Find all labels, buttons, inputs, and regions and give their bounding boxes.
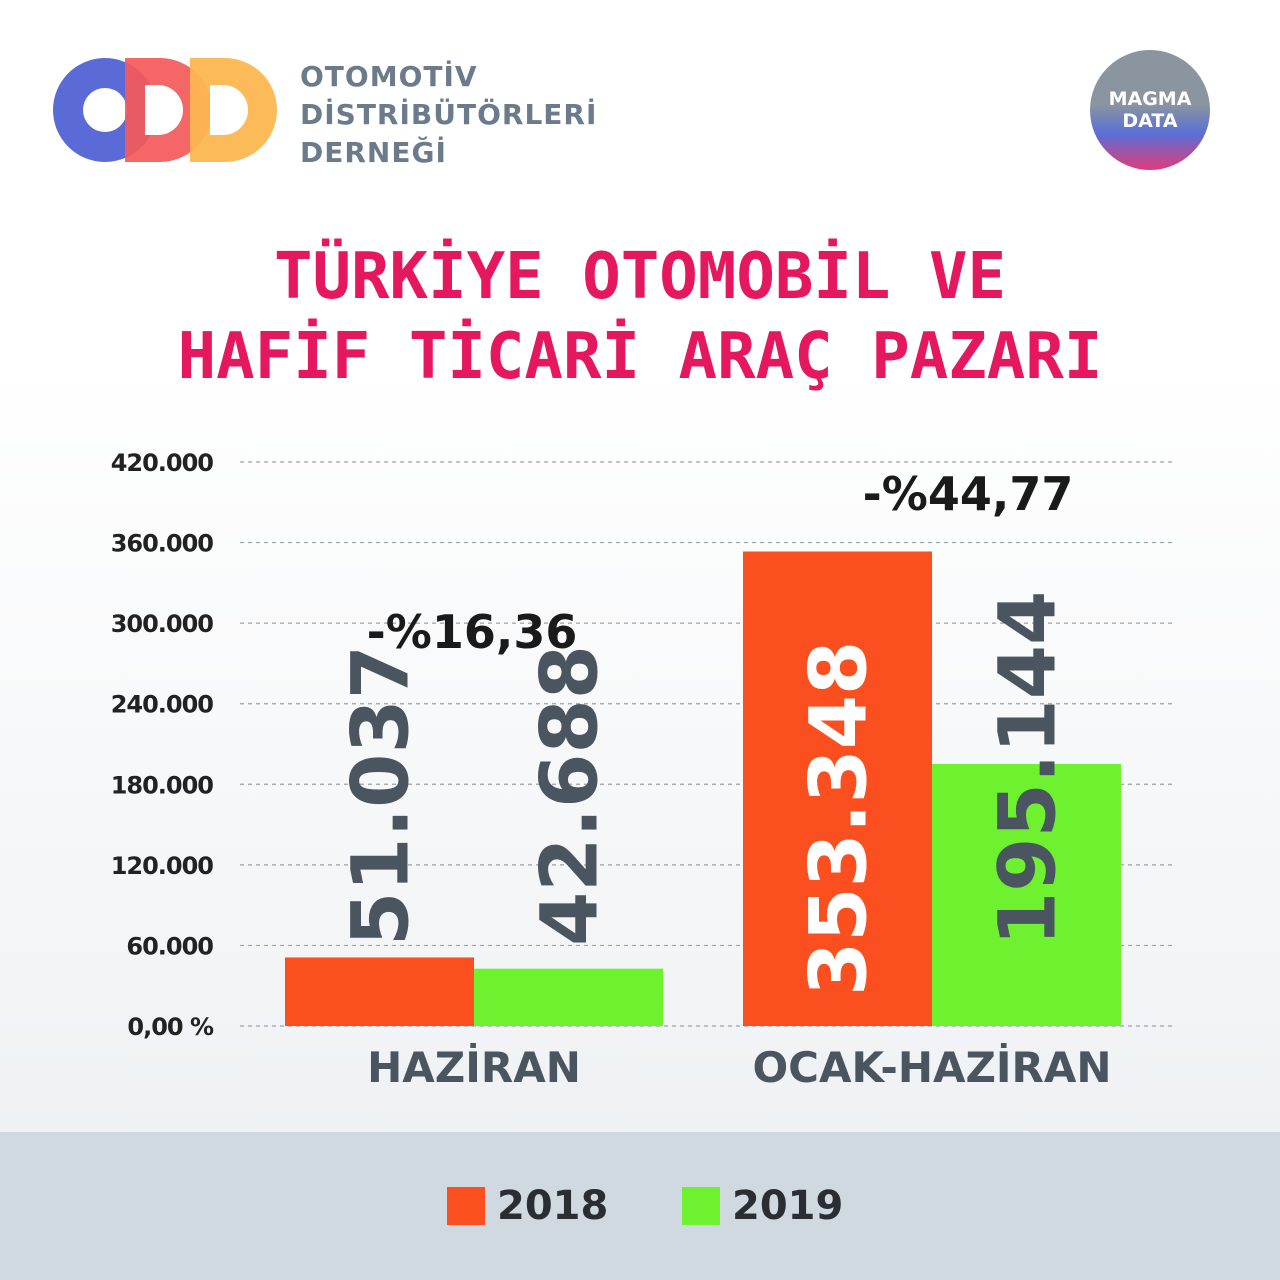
y-tick-label: 180.000 (111, 771, 214, 799)
legend-swatch-2019 (682, 1187, 720, 1225)
y-tick-label: 360.000 (111, 530, 214, 558)
chart-title-line-2: HAFİF TİCARİ ARAÇ PAZARI (177, 320, 1103, 394)
legend-item-2019: 2019 (682, 1183, 844, 1229)
data-label: 195.144 (984, 591, 1074, 946)
data-label: 51.037 (337, 645, 427, 946)
bar-chart: 0,00 % 60.000 120.000 180.000 240.000 300.000… (111, 449, 1175, 1092)
bar-2019-haziran (474, 968, 663, 1026)
organization-name: OTOMOTİV DİSTRİBÜTÖRLERİ DERNEĞİ (300, 58, 597, 172)
legend-label-2018: 2018 (497, 1183, 609, 1229)
legend-item-2018: 2018 (447, 1183, 609, 1229)
badge-line-1: MAGMA (1108, 88, 1192, 110)
bar-2018-ocak-haziran (743, 551, 932, 1026)
legend-swatch-2018 (447, 1187, 485, 1225)
x-tick-label: OCAK-HAZİRAN (752, 1042, 1111, 1092)
change-label-ocak-haziran: -%44,77 (863, 467, 1074, 521)
change-label-haziran: -%16,36 (367, 605, 578, 659)
data-label: 353.348 (795, 641, 885, 996)
y-tick-label: 0,00 % (127, 1013, 214, 1041)
bar-2018-haziran (285, 957, 474, 1026)
y-tick-label: 420.000 (111, 449, 214, 477)
magma-data-badge: MAGMA DATA (1090, 50, 1210, 170)
legend-label-2019: 2019 (732, 1183, 844, 1229)
badge-line-2: DATA (1122, 110, 1178, 132)
odd-logo (53, 58, 277, 162)
org-name-line-2: DİSTRİBÜTÖRLERİ (300, 98, 598, 131)
x-tick-label: HAZİRAN (367, 1042, 581, 1092)
data-label: 42.688 (526, 645, 616, 946)
org-name-line-3: DERNEĞİ (300, 136, 447, 169)
y-tick-label: 300.000 (111, 610, 214, 638)
bar-2019-ocak-haziran (932, 763, 1121, 1026)
org-name-line-1: OTOMOTİV (300, 60, 478, 93)
header: OTOMOTİV DİSTRİBÜTÖRLERİ DERNEĞİ MAGMA D… (0, 0, 1280, 210)
y-tick-label: 60.000 (126, 932, 213, 960)
legend-bar (0, 1132, 1280, 1280)
chart-title-line-1: TÜRKİYE OTOMOBİL VE (273, 240, 1007, 314)
y-tick-label: 120.000 (111, 852, 214, 880)
y-tick-label: 240.000 (111, 691, 214, 719)
